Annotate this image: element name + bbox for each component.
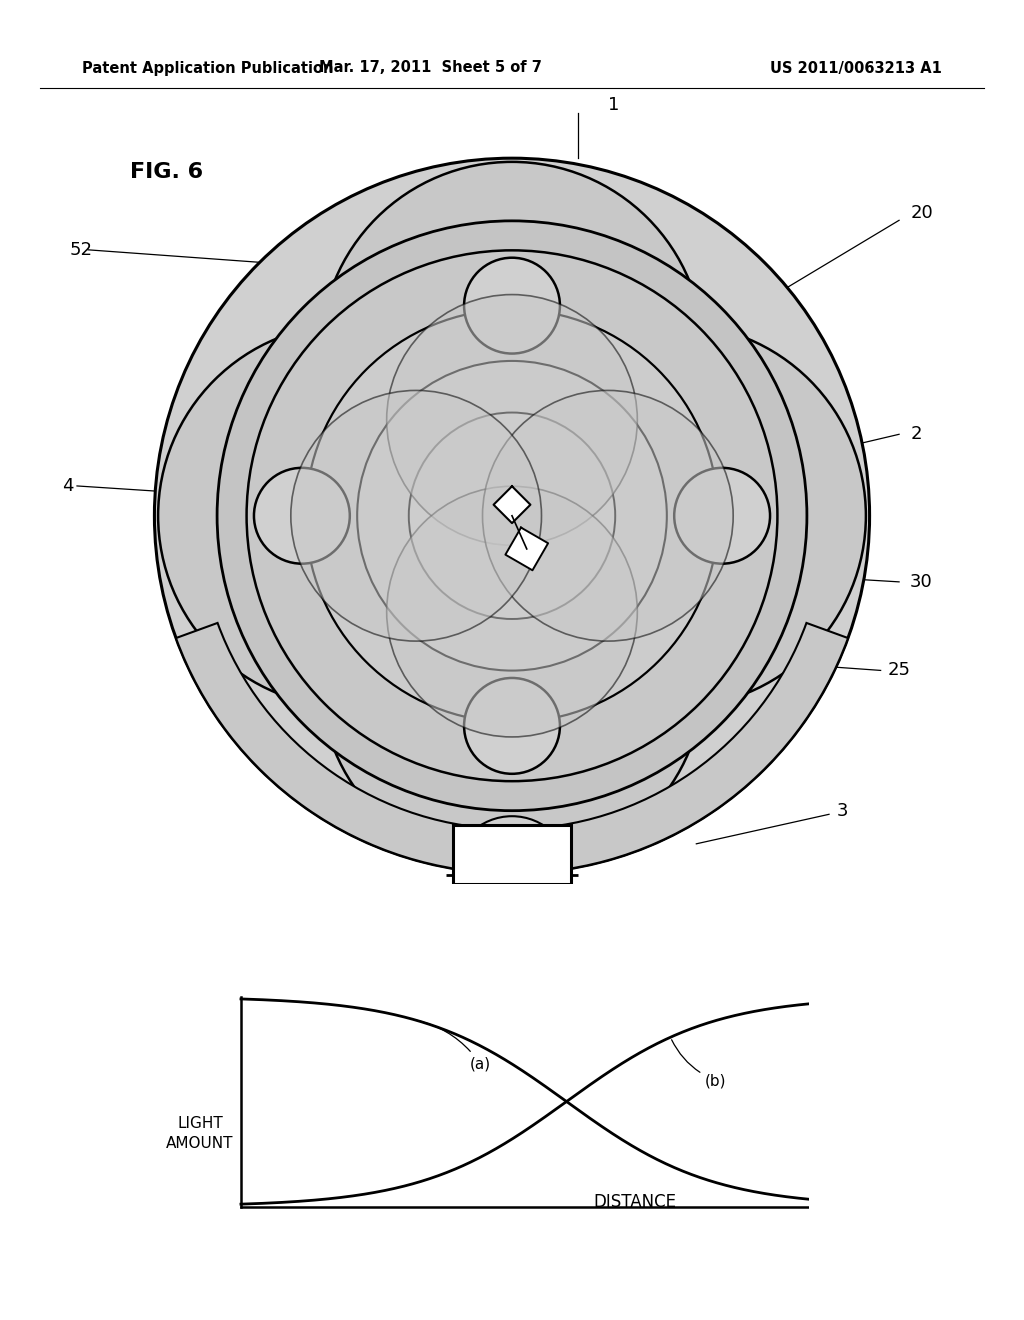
Circle shape (305, 309, 719, 722)
Circle shape (482, 325, 866, 708)
Text: Patent Application Publication: Patent Application Publication (82, 61, 334, 75)
Circle shape (158, 325, 542, 708)
Text: 3: 3 (837, 801, 848, 820)
Circle shape (387, 294, 637, 545)
Circle shape (155, 158, 869, 874)
Circle shape (357, 360, 667, 671)
Circle shape (409, 413, 615, 619)
Circle shape (387, 486, 637, 737)
Circle shape (674, 467, 770, 564)
Bar (453, 825, 571, 884)
Wedge shape (176, 623, 848, 874)
Text: FIG. 6: FIG. 6 (130, 162, 203, 182)
Circle shape (321, 162, 703, 545)
Text: 1: 1 (608, 95, 620, 114)
Text: AMOUNT: AMOUNT (166, 1135, 233, 1151)
Text: DISTANCE: DISTANCE (594, 1193, 677, 1210)
Circle shape (464, 257, 560, 354)
Text: 30: 30 (910, 573, 933, 591)
Text: Mar. 17, 2011  Sheet 5 of 7: Mar. 17, 2011 Sheet 5 of 7 (318, 61, 542, 75)
Text: 4: 4 (62, 477, 74, 495)
Text: 25: 25 (888, 661, 911, 680)
Circle shape (254, 467, 350, 564)
Text: US 2011/0063213 A1: US 2011/0063213 A1 (770, 61, 942, 75)
Circle shape (464, 678, 560, 774)
Circle shape (453, 816, 571, 935)
Text: (b): (b) (672, 1040, 727, 1088)
Polygon shape (494, 486, 530, 523)
Circle shape (321, 486, 703, 870)
Circle shape (217, 220, 807, 810)
Text: 20: 20 (910, 203, 933, 222)
Circle shape (247, 251, 777, 781)
Polygon shape (506, 528, 548, 570)
Text: 2: 2 (910, 425, 922, 444)
Circle shape (482, 391, 733, 642)
Text: (a): (a) (417, 1020, 490, 1072)
Circle shape (291, 391, 542, 642)
Text: 52: 52 (70, 240, 92, 259)
Text: LIGHT: LIGHT (177, 1115, 223, 1130)
